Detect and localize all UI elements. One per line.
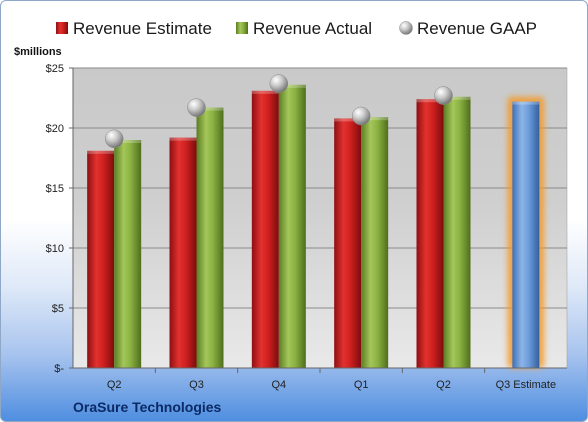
y-tick-label-3: $15 [46,183,64,195]
legend-swatch-revenue-gaap [399,21,413,35]
bar-revenue-estimate-4 [416,99,444,368]
y-axis-unit-label: $millions [14,46,62,58]
gaap-markers [104,74,453,149]
bar-top-highlight-5-0 [512,101,540,105]
y-axis: $- $5 $10 $15 $20 $25 [46,63,74,375]
bar-forecast-5 [512,101,540,368]
marker-revenue-gaap-1 [187,98,206,117]
bars [87,84,545,369]
marker-revenue-gaap-3 [351,106,371,126]
legend-swatch-revenue-estimate [56,22,68,34]
x-tick-label-0: Q2 [107,379,122,391]
y-tick-label-2: $10 [46,243,64,255]
y-tick-label-0: $- [54,363,64,375]
legend-label-revenue-estimate: Revenue Estimate [73,19,212,38]
x-tick-label-5: Q3 Estimate [496,379,557,391]
bar-top-highlight-1-0 [169,137,197,141]
bar-top-highlight-3-0 [334,118,362,122]
bar-top-highlight-2-1 [278,84,306,88]
bar-top-highlight-2-0 [251,90,279,94]
x-tick-label-1: Q3 [189,379,204,391]
bar-revenue-actual-4 [443,96,471,369]
x-tick-label-3: Q1 [354,379,369,391]
y-tick-label-4: $20 [46,123,64,135]
bar-revenue-actual-1 [196,107,224,368]
bar-top-highlight-1-1 [196,107,224,111]
bar-revenue-actual-2 [278,84,306,369]
bar-top-highlight-3-1 [361,117,389,121]
marker-revenue-gaap-0 [104,129,124,149]
bar-revenue-actual-0 [114,140,142,368]
marker-revenue-gaap-4 [434,86,453,105]
plot-area [72,67,568,369]
legend-label-revenue-gaap: Revenue GAAP [417,19,537,38]
bar-revenue-estimate-3 [334,118,362,369]
x-axis: Q2 Q3 Q4 Q1 Q2 Q3 Estimate [73,367,567,391]
bar-top-highlight-4-1 [443,96,471,100]
y-tick-label-1: $5 [52,303,64,315]
legend-swatch-revenue-actual [236,22,248,34]
marker-revenue-gaap-2 [269,74,289,93]
y-tick-label-5: $25 [46,63,64,75]
legend: Revenue Estimate Revenue Actual Revenue GA… [56,19,537,38]
x-tick-label-2: Q4 [271,379,286,391]
x-tick-label-4: Q2 [436,379,451,391]
bar-top-highlight-0-0 [87,150,115,154]
bar-top-highlight-4-0 [416,99,444,103]
bar-revenue-estimate-0 [87,150,115,368]
legend-label-revenue-actual: Revenue Actual [253,19,372,38]
bar-revenue-estimate-1 [169,137,197,368]
bar-revenue-estimate-2 [251,90,279,369]
bar-top-highlight-0-1 [114,140,142,143]
bar-revenue-actual-3 [361,117,389,368]
company-name: OraSure Technologies [73,399,222,415]
